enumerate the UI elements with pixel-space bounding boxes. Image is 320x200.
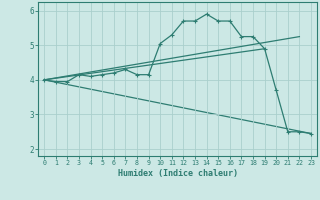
- X-axis label: Humidex (Indice chaleur): Humidex (Indice chaleur): [118, 169, 238, 178]
